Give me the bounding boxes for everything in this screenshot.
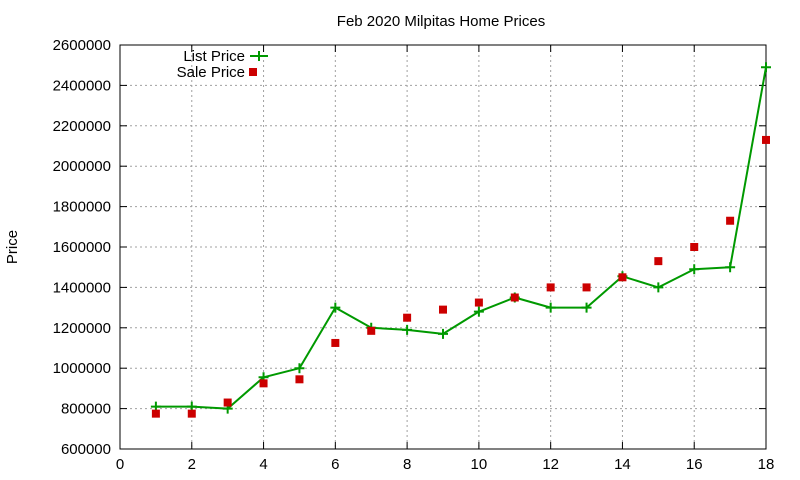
list-price-line [155, 67, 767, 410]
list-price-point [725, 262, 736, 273]
y-tick-label: 600000 [61, 441, 111, 458]
y-tick-label: 800000 [61, 401, 111, 418]
sale-price-point [187, 409, 196, 418]
x-tick-label: 10 [471, 456, 488, 473]
list-price-point [689, 264, 700, 275]
x-tick-label: 4 [259, 456, 267, 473]
tick-layer: 0 2 4 6 8 10 12 14 16 18 600000 800000 1000000 120000… [53, 37, 775, 473]
y-tick-label: 1800000 [53, 199, 111, 216]
sale-price-point [762, 135, 770, 144]
sale-price-point [259, 379, 268, 388]
sale-price-point [474, 298, 483, 307]
y-tick-label: 1400000 [53, 279, 111, 296]
sale-price-point [331, 338, 340, 347]
y-tick-label: 2200000 [53, 118, 111, 135]
x-tick-label: 6 [331, 456, 339, 473]
y-axis-label: Price [4, 230, 21, 264]
y-tick-label: 1200000 [53, 320, 111, 337]
x-tick-label: 16 [686, 456, 703, 473]
sale-price-point [367, 326, 376, 335]
sale-price-point [151, 409, 160, 418]
sale-price-point [654, 257, 663, 266]
list-price-point [653, 282, 664, 293]
list-price-point [402, 324, 413, 335]
sale-price-point [690, 243, 699, 251]
x-tick-label: 8 [403, 456, 411, 473]
x-tick-label: 12 [542, 456, 559, 473]
y-tick-label: 2600000 [53, 37, 111, 54]
y-tick-label: 1600000 [53, 239, 111, 256]
list-price-point [581, 302, 592, 313]
list-price-point [294, 363, 305, 374]
x-tick-label: 2 [188, 456, 196, 473]
series-layer [150, 62, 771, 418]
legend-marker-sale-price [249, 68, 257, 76]
list-price-point [761, 62, 771, 73]
sale-price-point [618, 273, 627, 282]
grid-layer [120, 45, 766, 449]
legend-label-sale-price: Sale Price [177, 64, 245, 81]
sale-price-point [223, 398, 232, 407]
sale-price-point [510, 293, 519, 302]
x-tick-label: 0 [116, 456, 124, 473]
list-price-point [330, 302, 341, 313]
list-price-point [473, 306, 484, 317]
sale-price-point [582, 283, 591, 292]
sale-price-point [546, 283, 555, 292]
list-price-point [545, 302, 556, 313]
sale-price-point [726, 216, 735, 225]
legend-label-list-price: List Price [183, 48, 245, 65]
sale-price-point [295, 375, 304, 384]
chart-title: Feb 2020 Milpitas Home Prices [337, 13, 545, 30]
sale-price-point [439, 305, 447, 314]
x-tick-label: 18 [758, 456, 775, 473]
y-tick-label: 2000000 [53, 158, 111, 175]
x-tick-label: 14 [614, 456, 631, 473]
y-tick-label: 2400000 [53, 77, 111, 94]
sale-price-point [403, 313, 412, 322]
y-tick-label: 1000000 [53, 360, 111, 377]
list-price-point [438, 328, 448, 339]
legend-marker-list-price [254, 51, 264, 61]
